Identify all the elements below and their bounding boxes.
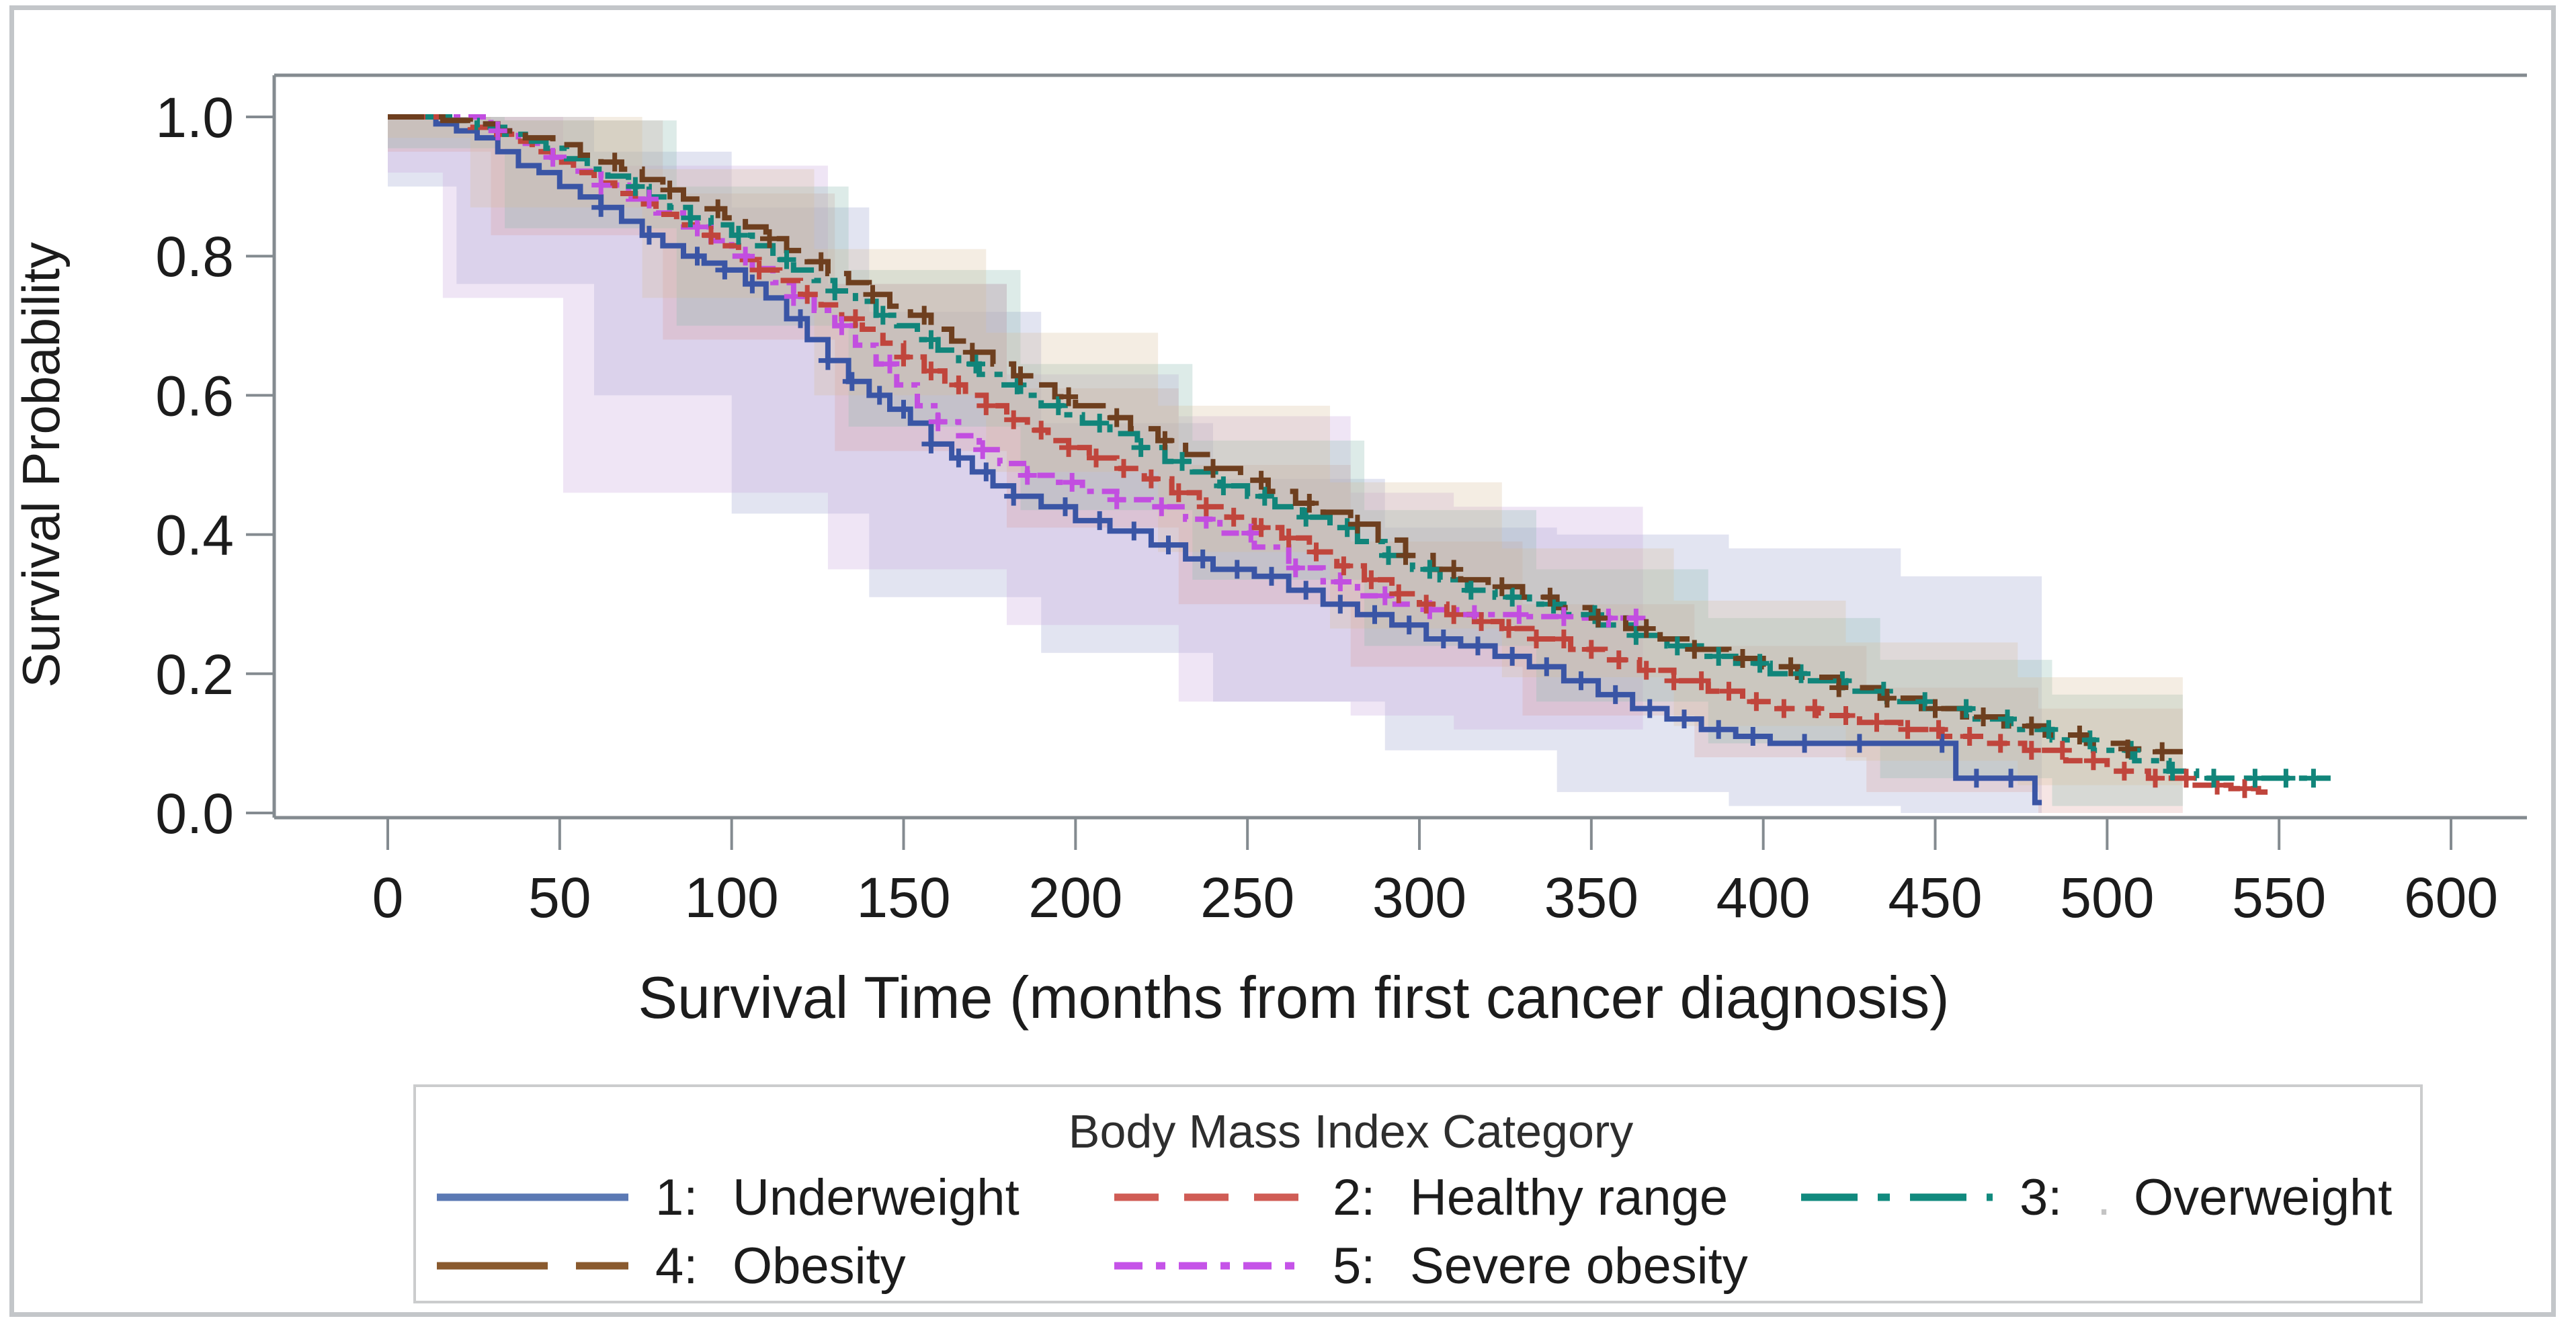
x-tick-label: 500 bbox=[2060, 866, 2154, 929]
legend-item-label: Obesity bbox=[733, 1237, 906, 1295]
legend-item-overweight: 3: . Overweight bbox=[1801, 1169, 2392, 1226]
legend-item-underweight: 1: Underweight bbox=[437, 1169, 1020, 1226]
legend-title: Body Mass Index Category bbox=[1068, 1105, 1634, 1158]
ci-band-underweight bbox=[388, 117, 2042, 813]
legend-item-label: Severe obesity bbox=[1410, 1237, 1748, 1295]
censor-marks-obesity bbox=[605, 153, 2172, 761]
legend-item-severe-obesity: 5: Severe obesity bbox=[1114, 1237, 1748, 1295]
y-tick-label: 0.0 bbox=[155, 782, 234, 845]
plot-frame-lines bbox=[272, 73, 2527, 820]
survival-curve-severe-obesity bbox=[388, 114, 1643, 621]
y-tick-label: 0.8 bbox=[155, 225, 234, 288]
legend-item-number: 4: bbox=[655, 1237, 698, 1295]
legend-item-obesity: 4: Obesity bbox=[437, 1237, 906, 1295]
legend-item-label: Underweight bbox=[733, 1168, 1020, 1226]
censor-marks-underweight bbox=[591, 198, 2021, 788]
legend-artifact-dot: . bbox=[2097, 1168, 2112, 1226]
y-tick-label: 0.2 bbox=[155, 643, 234, 706]
x-tick-label: 50 bbox=[528, 866, 591, 929]
x-tick-label: 550 bbox=[2232, 866, 2326, 929]
legend-item-number: 3: bbox=[2020, 1168, 2063, 1226]
censor-marks-overweight bbox=[626, 177, 2323, 788]
censor-marks-severe-obesity bbox=[488, 121, 1646, 628]
survival-curve-healthy-range bbox=[388, 114, 2272, 795]
legend-item-healthy-range: 2: Healthy range bbox=[1114, 1169, 1728, 1226]
y-axis-ticks: 1.0 0.8 0.6 0.4 0.2 0.0 bbox=[155, 86, 274, 845]
y-tick-label: 0.6 bbox=[155, 364, 234, 427]
plot-frame bbox=[272, 73, 2527, 820]
severe-obesity-line-sample bbox=[1114, 1262, 1306, 1270]
censor-marks-healthy-range bbox=[702, 226, 2254, 798]
x-tick-label: 150 bbox=[856, 866, 950, 929]
x-axis-ticks: 0 50 100 150 200 250 300 350 400 450 500 550 600 bbox=[372, 818, 2498, 929]
x-tick-label: 100 bbox=[685, 866, 779, 929]
y-tick-label: 1.0 bbox=[155, 86, 234, 149]
legend-item-number: 5: bbox=[1333, 1237, 1376, 1295]
confidence-bands bbox=[388, 117, 2183, 813]
healthy-range-line-sample bbox=[1114, 1193, 1306, 1201]
legend-item-number: 2: bbox=[1333, 1168, 1376, 1226]
x-tick-label: 300 bbox=[1372, 866, 1466, 929]
censor-marks bbox=[488, 121, 2323, 798]
legend-box bbox=[413, 1084, 2423, 1303]
x-tick-label: 0 bbox=[372, 866, 404, 929]
x-tick-label: 600 bbox=[2404, 866, 2498, 929]
legend-item-label: Healthy range bbox=[1410, 1168, 1729, 1226]
legend-item-number: 1: bbox=[655, 1168, 698, 1226]
obesity-line-sample bbox=[437, 1262, 628, 1270]
underweight-line-sample bbox=[437, 1193, 628, 1201]
x-tick-label: 350 bbox=[1544, 866, 1638, 929]
x-axis-title: Survival Time (months from first cancer … bbox=[638, 964, 1949, 1031]
y-tick-label: 0.4 bbox=[155, 504, 234, 567]
x-tick-label: 450 bbox=[1888, 866, 1982, 929]
x-tick-label: 200 bbox=[1028, 866, 1122, 929]
x-tick-label: 250 bbox=[1200, 866, 1294, 929]
overweight-line-sample bbox=[1801, 1193, 1993, 1201]
y-axis-title: Survival Probability bbox=[11, 242, 71, 687]
x-tick-label: 400 bbox=[1716, 866, 1811, 929]
legend-item-label: Overweight bbox=[2134, 1168, 2393, 1226]
